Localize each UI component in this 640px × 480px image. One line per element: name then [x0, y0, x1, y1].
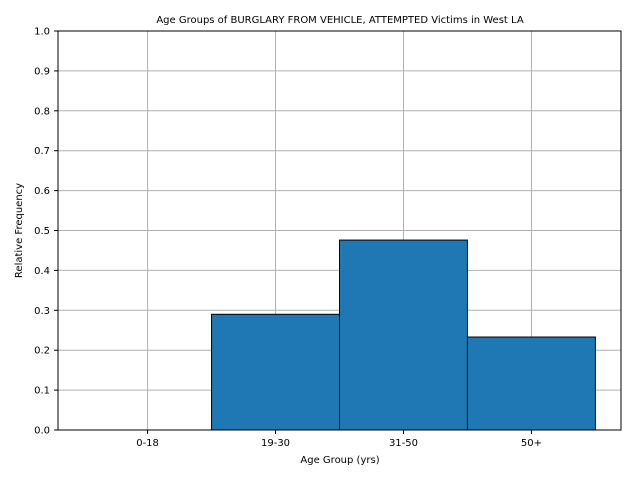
bar-31-50 — [339, 239, 468, 431]
bars — [83, 239, 596, 431]
x-tick-label: 50+ — [521, 438, 542, 449]
y-tick-label: 0.9 — [34, 66, 50, 77]
x-tick-label: 19-30 — [261, 438, 290, 449]
y-tick-label: 0.8 — [34, 106, 50, 117]
chart-title: Age Groups of BURGLARY FROM VEHICLE, ATT… — [156, 15, 523, 26]
y-tick-label: 0.5 — [34, 226, 50, 237]
y-tick-label: 0.4 — [34, 266, 50, 277]
x-axis-title: Age Group (yrs) — [300, 455, 379, 466]
y-tick-label: 0.3 — [34, 306, 50, 317]
y-tick-label: 0.0 — [34, 426, 50, 437]
y-tick-label: 0.2 — [34, 346, 50, 357]
x-tick-label: 31-50 — [389, 438, 418, 449]
y-tick-label: 0.1 — [34, 386, 50, 397]
y-axis-title: Relative Frequency — [14, 183, 25, 278]
x-tick-label: 0-18 — [136, 438, 159, 449]
y-tick-label: 0.6 — [34, 186, 50, 197]
y-tick-label: 0.7 — [34, 146, 50, 157]
y-tick-label: 1.0 — [34, 27, 50, 38]
axis-ticks: 0.0 0.1 0.2 0.3 0.4 0.5 0.6 0.7 0.8 0.9 1.0 0-18 19-… — [34, 27, 542, 450]
bar-19-30 — [211, 313, 340, 431]
bar-50+ — [466, 336, 596, 431]
